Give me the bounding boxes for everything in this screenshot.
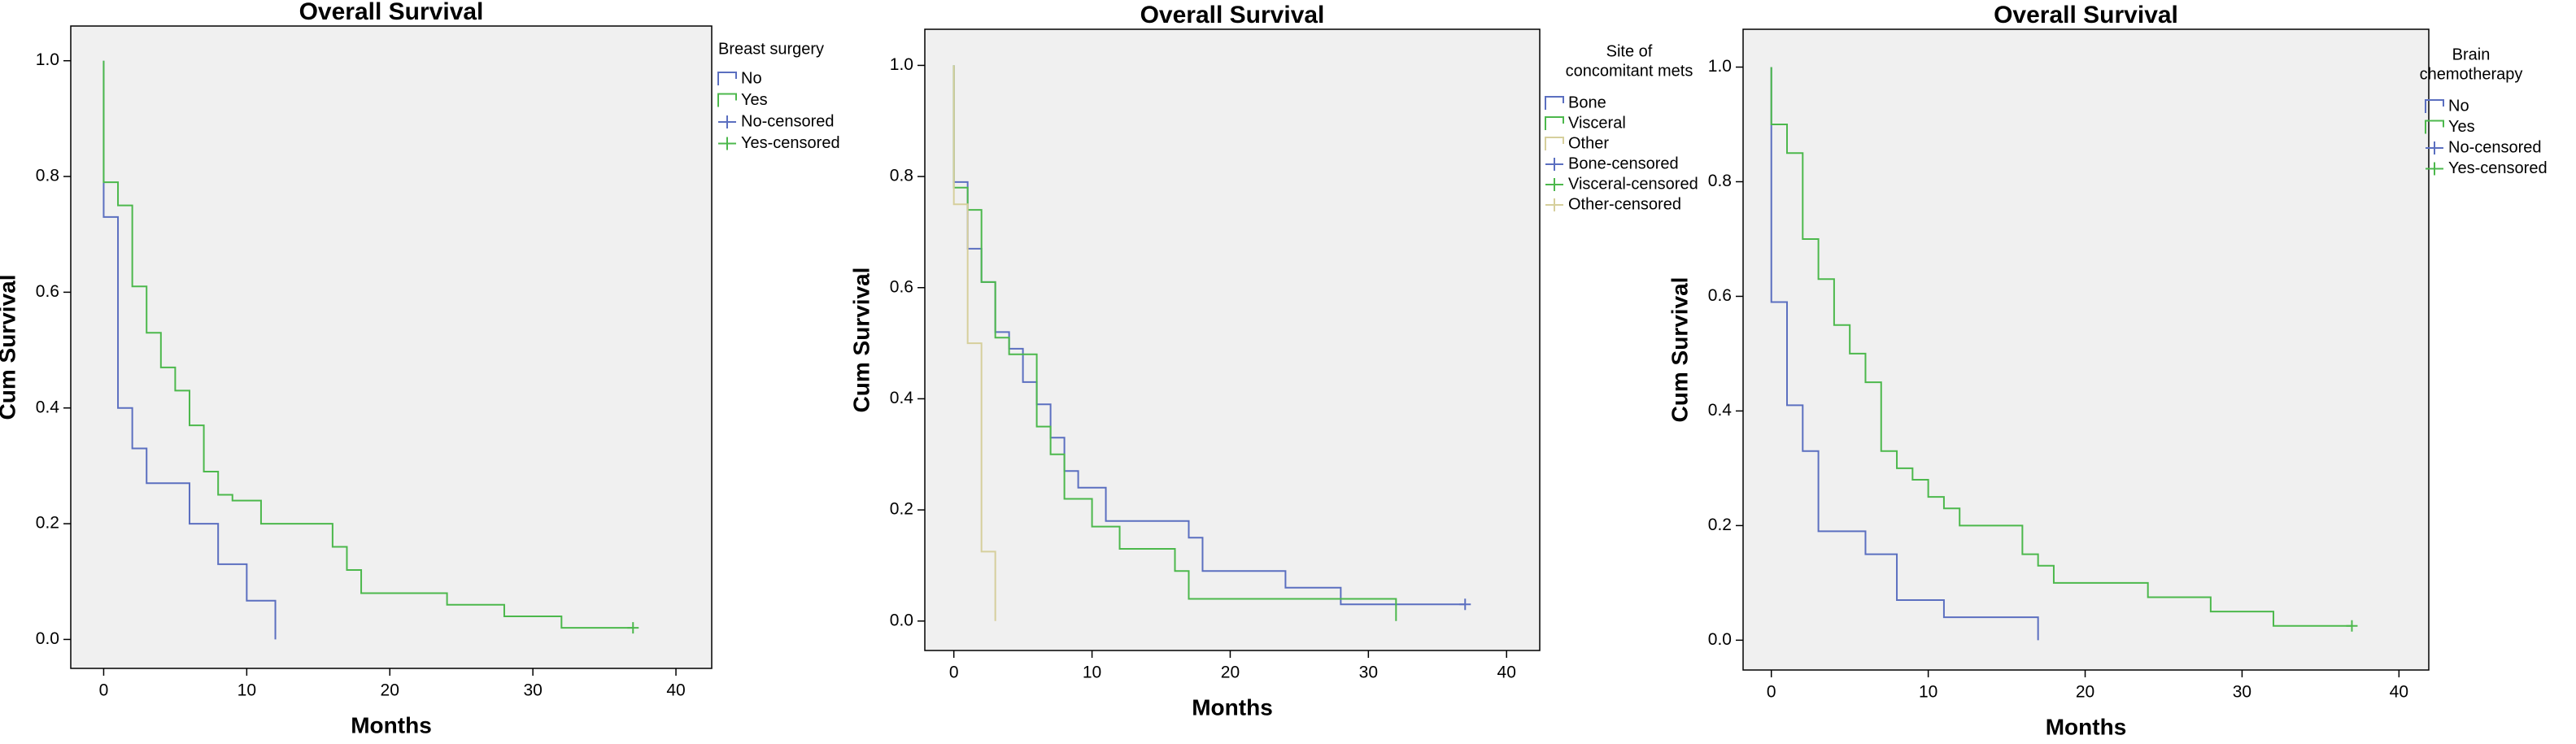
- legend-symbol: [1545, 178, 1563, 191]
- y-tick-label: 0.2: [36, 514, 59, 533]
- plot-area: [1742, 28, 2430, 671]
- y-tick-label: 0.6: [890, 277, 913, 296]
- y-tick-label: 0.8: [36, 167, 59, 185]
- survival-curve: [1770, 67, 2039, 641]
- legend-title: Brain: [2452, 46, 2491, 63]
- y-tick-label: 0.6: [36, 282, 59, 301]
- x-tick-label: 40: [1497, 664, 1516, 682]
- legend-label: Yes-censored: [741, 134, 840, 152]
- legend-label: Yes: [741, 91, 768, 109]
- legend-label: Visceral-censored: [1568, 175, 1698, 193]
- y-tick-label: 0.2: [1708, 516, 1732, 534]
- y-tick-label: 0.6: [1708, 286, 1732, 305]
- x-tick-label: 40: [666, 681, 685, 700]
- legend-symbol: [1545, 96, 1564, 110]
- survival-curve: [952, 65, 1397, 621]
- legend-label: No-censored: [2448, 138, 2542, 156]
- censor-mark: [2346, 620, 2358, 632]
- legend-symbol: [2425, 99, 2444, 113]
- x-tick-label: 30: [523, 681, 542, 700]
- y-axis-label: Cum Survival: [1667, 277, 1692, 423]
- legend-label: Yes-censored: [2448, 159, 2548, 177]
- x-tick-label: 10: [238, 681, 256, 700]
- x-axis-label: Months: [1192, 694, 1273, 720]
- legend-label: No: [2448, 97, 2469, 115]
- legend-symbol: [1545, 158, 1563, 171]
- y-tick-label: 1.0: [36, 50, 59, 69]
- x-tick-label: 0: [1767, 683, 1776, 702]
- legend-symbol: [717, 93, 737, 107]
- chart-title: Overall Survival: [299, 0, 484, 25]
- y-tick-label: 0.4: [890, 389, 914, 407]
- y-tick-label: 0.8: [890, 167, 913, 185]
- y-axis-label: Cum Survival: [0, 275, 20, 420]
- legend-symbol: [2426, 162, 2443, 176]
- legend-title: chemotherapy: [2420, 65, 2523, 83]
- y-tick-label: 0.4: [36, 398, 60, 416]
- legend-symbol: [2426, 141, 2443, 154]
- x-tick-label: 10: [1919, 683, 1937, 702]
- legend-symbol: [717, 72, 737, 85]
- legend-symbol: [2425, 120, 2444, 134]
- legend-label: Other: [1568, 134, 1609, 152]
- legend-title: Site of: [1606, 42, 1653, 60]
- censor-mark: [627, 622, 639, 634]
- y-tick-label: 0.0: [890, 611, 913, 629]
- legend-label: Visceral: [1568, 114, 1626, 132]
- x-tick-label: 20: [1221, 664, 1240, 682]
- legend-symbol: [1545, 198, 1563, 211]
- x-tick-label: 20: [2076, 683, 2094, 702]
- x-tick-label: 10: [1083, 664, 1101, 682]
- panel: Overall Survival Months Cum Survival 0 10 20 3…: [1667, 2, 2547, 739]
- x-axis-label: Months: [2046, 714, 2127, 739]
- panel: Overall Survival Months Cum Survival 0 10 20 3…: [0, 0, 840, 737]
- y-tick-label: 1.0: [890, 55, 913, 74]
- legend-symbol: [718, 115, 736, 128]
- x-tick-label: 40: [2390, 683, 2408, 702]
- legend-label: Other-censored: [1568, 195, 1681, 213]
- legend-label: Bone-censored: [1568, 154, 1679, 172]
- chart-title: Overall Survival: [1994, 2, 2178, 28]
- legend-label: Bone: [1568, 94, 1606, 111]
- panel: Overall Survival Months Cum Survival 0 10 20 3…: [848, 2, 1698, 720]
- y-tick-label: 1.0: [1708, 57, 1732, 76]
- plot-area: [924, 28, 1541, 651]
- legend-symbol: [1545, 137, 1564, 150]
- y-tick-label: 0.8: [1708, 172, 1732, 190]
- survival-curve: [952, 65, 996, 621]
- legend-symbol: [718, 137, 736, 150]
- legend-title: Breast surgery: [718, 40, 824, 58]
- x-tick-label: 0: [949, 664, 959, 682]
- legend-label: No-censored: [741, 112, 835, 130]
- censor-mark: [1459, 598, 1471, 611]
- x-tick-label: 20: [381, 681, 399, 700]
- y-tick-label: 0.2: [890, 500, 913, 519]
- legend-symbol: [1545, 116, 1564, 130]
- y-tick-label: 0.0: [1708, 630, 1732, 649]
- x-axis-label: Months: [351, 712, 432, 737]
- survival-curve: [102, 60, 277, 640]
- x-tick-label: 30: [1359, 664, 1378, 682]
- chart-title: Overall Survival: [1140, 2, 1325, 28]
- x-tick-label: 0: [99, 681, 109, 700]
- y-tick-label: 0.0: [36, 629, 59, 648]
- survival-curve: [102, 60, 634, 629]
- survival-curve: [1770, 67, 2352, 627]
- legend-label: Yes: [2448, 118, 2475, 136]
- y-axis-label: Cum Survival: [848, 268, 874, 413]
- legend-title: concomitant mets: [1566, 62, 1693, 80]
- x-tick-label: 30: [2233, 683, 2251, 702]
- y-tick-label: 0.4: [1708, 401, 1733, 420]
- plot-area: [70, 25, 713, 669]
- legend-label: No: [741, 69, 762, 87]
